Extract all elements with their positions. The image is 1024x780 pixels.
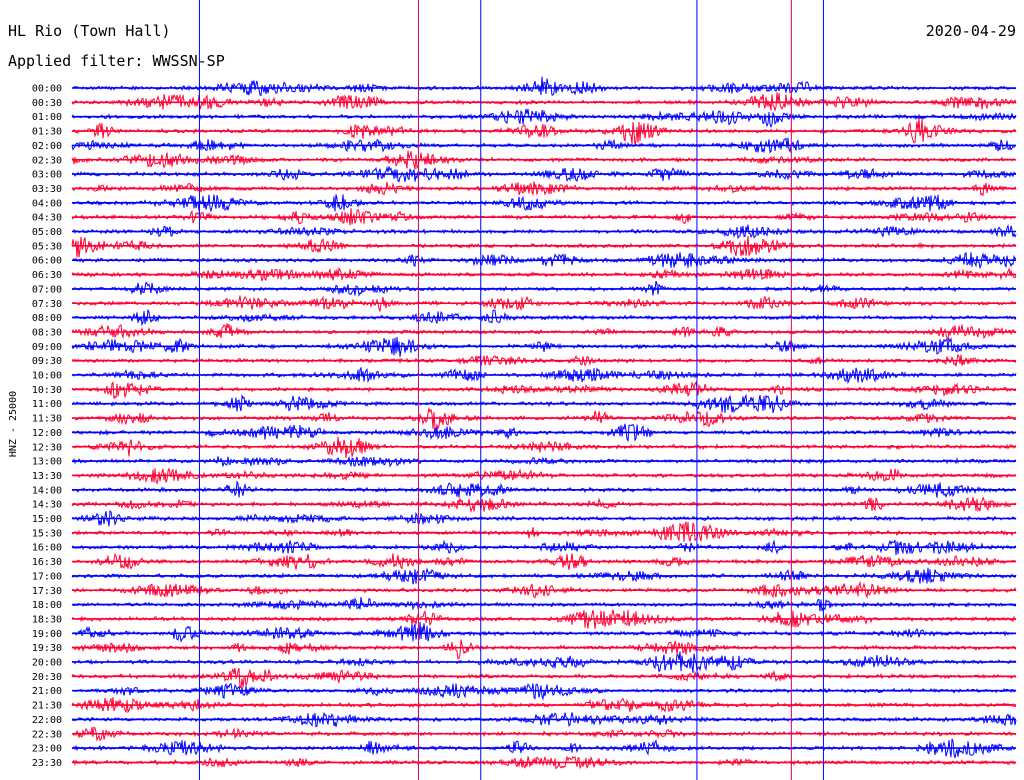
row-time-label: 04:30 xyxy=(32,213,62,224)
y-axis-label: HNZ - 25000 xyxy=(8,391,19,457)
trace-line xyxy=(71,406,1017,431)
trace-line xyxy=(71,667,1017,689)
row-time-label: 11:00 xyxy=(32,399,62,410)
row-time-label: 16:30 xyxy=(32,557,62,568)
row-time-label: 15:00 xyxy=(32,514,62,525)
row-time-label: 06:00 xyxy=(32,256,62,267)
trace-line xyxy=(71,639,1016,660)
row-time-label: 06:30 xyxy=(32,270,62,281)
row-time-label: 21:00 xyxy=(32,686,62,697)
row-time-label: 22:00 xyxy=(32,715,62,726)
row-time-label: 00:30 xyxy=(32,98,62,109)
row-time-label: 14:30 xyxy=(32,500,62,511)
trace-line xyxy=(71,92,1017,112)
row-time-label: 19:30 xyxy=(32,643,62,654)
row-time-label: 09:30 xyxy=(32,356,62,367)
row-time-label: 18:30 xyxy=(32,614,62,625)
trace-line xyxy=(71,108,1017,129)
trace-line xyxy=(71,520,1017,543)
row-time-label: 10:00 xyxy=(32,371,62,382)
trace-line xyxy=(71,423,1017,443)
row-time-label: 15:30 xyxy=(32,528,62,539)
station-title: HL Rio (Town Hall) xyxy=(8,22,171,40)
row-time-label: 17:00 xyxy=(32,571,62,582)
trace-line xyxy=(71,76,1017,97)
marker-group xyxy=(198,0,824,780)
row-time-label: 12:00 xyxy=(32,428,62,439)
row-time-label: 03:30 xyxy=(32,184,62,195)
row-time-label: 00:00 xyxy=(32,84,62,95)
row-time-label: 07:00 xyxy=(32,284,62,295)
row-time-label: 23:30 xyxy=(32,758,62,769)
time-label-group: 00:00 00:30 01:00 01:30 02:00 02:30 03:00 03:30… xyxy=(32,84,62,769)
row-time-label: 18:00 xyxy=(32,600,62,611)
row-time-label: 09:00 xyxy=(32,342,62,353)
trace-line xyxy=(71,621,1017,643)
row-time-label: 03:00 xyxy=(32,170,62,181)
trace-line xyxy=(71,381,1017,399)
row-time-label: 02:30 xyxy=(32,155,62,166)
row-time-label: 02:00 xyxy=(32,141,62,152)
row-time-label: 08:30 xyxy=(32,327,62,338)
row-time-label: 21:30 xyxy=(32,701,62,712)
row-time-label: 22:30 xyxy=(32,729,62,740)
row-time-label: 23:00 xyxy=(32,744,62,755)
row-time-label: 13:30 xyxy=(32,471,62,482)
row-time-label: 16:00 xyxy=(32,543,62,554)
row-time-label: 12:30 xyxy=(32,442,62,453)
row-time-label: 20:00 xyxy=(32,658,62,669)
row-time-label: 14:00 xyxy=(32,485,62,496)
row-time-label: 05:00 xyxy=(32,227,62,238)
filter-label: Applied filter: WWSSN-SP xyxy=(8,52,225,70)
trace-group xyxy=(71,76,1017,770)
row-time-label: 19:00 xyxy=(32,629,62,640)
row-time-label: 01:30 xyxy=(32,127,62,138)
trace-line xyxy=(71,194,1017,213)
date-label: 2020-04-29 xyxy=(926,22,1016,40)
row-time-label: 10:30 xyxy=(32,385,62,396)
row-time-label: 20:30 xyxy=(32,672,62,683)
row-time-label: 17:30 xyxy=(32,586,62,597)
row-time-label: 11:30 xyxy=(32,414,62,425)
row-time-label: 08:00 xyxy=(32,313,62,324)
row-time-label: 04:00 xyxy=(32,198,62,209)
row-time-label: 07:30 xyxy=(32,299,62,310)
row-time-label: 05:30 xyxy=(32,241,62,252)
row-time-label: 01:00 xyxy=(32,112,62,123)
row-time-label: 13:00 xyxy=(32,457,62,468)
trace-line xyxy=(71,235,1017,258)
